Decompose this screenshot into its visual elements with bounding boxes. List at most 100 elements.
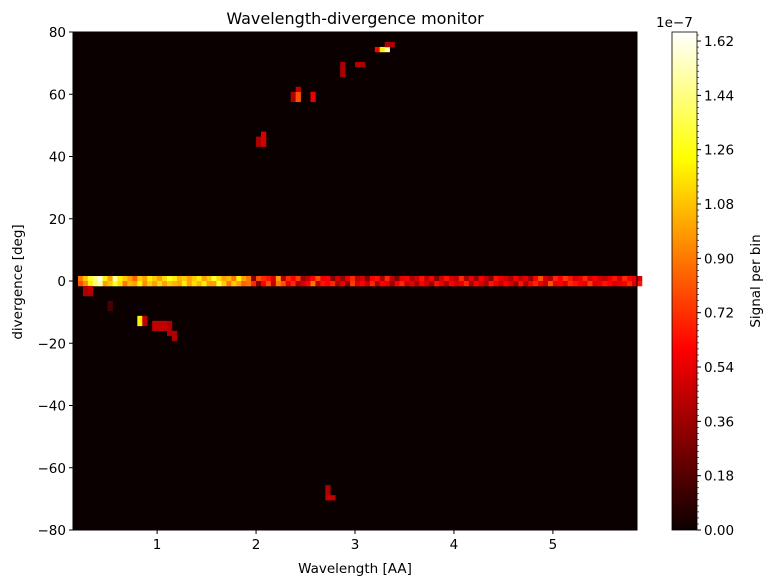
heatmap-cell — [453, 281, 460, 287]
heatmap-cell — [414, 276, 420, 282]
heatmap-cell — [290, 91, 296, 103]
heatmap-cell — [587, 276, 593, 282]
x-tick-label: 5 — [549, 537, 558, 553]
heatmap-cell — [379, 276, 385, 282]
heatmap-cell — [617, 281, 623, 287]
heatmap-cell — [513, 281, 519, 287]
heatmap-cell — [285, 281, 291, 287]
heatmap-cell — [241, 276, 247, 282]
heatmap-cell — [191, 281, 197, 287]
y-tick-label: 20 — [49, 212, 66, 228]
heatmap-cell — [424, 276, 430, 282]
heatmap-cell — [196, 276, 202, 282]
heatmap-cell — [528, 276, 534, 282]
heatmap-cell — [102, 281, 108, 287]
heatmap-cell — [355, 281, 361, 287]
heatmap-cell — [122, 281, 128, 287]
heatmap-cell — [384, 46, 390, 53]
heatmap-cell — [582, 281, 588, 287]
heatmap-cell — [330, 281, 336, 287]
chart-title: Wavelength-divergence monitor — [226, 9, 484, 28]
heatmap-cell — [142, 276, 148, 282]
heatmap-cell — [597, 281, 603, 287]
heatmap-cell — [632, 276, 638, 282]
heatmap-cell — [513, 276, 519, 282]
heatmap-cell — [147, 276, 153, 282]
heatmap-cell — [508, 281, 514, 287]
colorbar-tick-label: 1.44 — [704, 88, 734, 104]
heatmap-cell — [216, 281, 222, 287]
heatmap-cell — [622, 281, 628, 287]
heatmap-cell — [97, 276, 103, 282]
heatmap-cell — [127, 281, 133, 287]
heatmap-cell — [330, 276, 336, 282]
heatmap-cell — [181, 281, 188, 287]
heatmap-cell — [374, 276, 381, 282]
heatmap-cell — [562, 281, 569, 287]
heatmap-cell — [171, 281, 178, 287]
heatmap-cell — [533, 276, 539, 282]
heatmap-cell — [369, 276, 376, 282]
heatmap-cell — [92, 281, 99, 287]
x-axis-label: Wavelength [AA] — [298, 561, 412, 577]
heatmap-cell — [241, 281, 247, 287]
heatmap-cell — [290, 276, 296, 282]
heatmap-cell — [439, 281, 445, 287]
heatmap-cell — [295, 86, 301, 93]
heatmap-cell — [434, 276, 440, 282]
heatmap-cell — [152, 320, 168, 332]
heatmap-cell — [285, 276, 291, 282]
heatmap-cell — [533, 281, 539, 287]
heatmap-cell — [335, 276, 341, 282]
heatmap-cell — [137, 276, 143, 282]
x-tick-label: 1 — [153, 537, 162, 553]
heatmap-cell — [557, 276, 564, 282]
y-tick-label: −20 — [38, 336, 67, 352]
heatmap-cell — [419, 276, 425, 282]
heatmap-cell — [167, 276, 173, 282]
heatmap-cell — [612, 281, 618, 287]
heatmap-cell — [399, 281, 405, 287]
heatmap-cell — [265, 281, 272, 287]
heatmap-cell — [231, 276, 237, 282]
colorbar-tick-label: 0.54 — [704, 360, 734, 376]
heatmap-cell — [270, 281, 277, 287]
heatmap-cell — [359, 281, 366, 287]
heatmap-cell — [503, 281, 509, 287]
heatmap-cell — [157, 281, 163, 287]
heatmap-cell — [82, 276, 89, 282]
heatmap-cell — [429, 281, 435, 287]
heatmap-cell — [335, 281, 341, 287]
heatmap-cell — [102, 276, 108, 282]
heatmap-cell — [359, 276, 366, 282]
heatmap-cell — [602, 276, 608, 282]
heatmap-cell — [355, 61, 366, 68]
heatmap-cell — [320, 281, 326, 287]
heatmap-cell — [493, 276, 499, 282]
heatmap-cell — [127, 276, 133, 282]
heatmap-cell — [216, 276, 222, 282]
heatmap-cell — [592, 276, 598, 282]
heatmap-cell — [137, 315, 143, 327]
heatmap-cell — [374, 46, 381, 53]
heatmap-cell — [350, 281, 356, 287]
heatmap-cell — [325, 281, 331, 287]
colorbar-offset-text: 1e−7 — [656, 15, 693, 31]
heatmap-cell — [572, 276, 578, 282]
heatmap-cell — [364, 281, 371, 287]
heatmap-cell — [290, 281, 296, 287]
heatmap-cell — [300, 281, 306, 287]
heatmap-cell — [340, 61, 346, 78]
heatmap-cell — [87, 285, 94, 292]
heatmap-cell — [538, 276, 544, 282]
heatmap-cell — [181, 276, 188, 282]
heatmap-cell — [444, 276, 450, 282]
heatmap-cell — [261, 131, 267, 147]
heatmap-cell — [162, 276, 168, 282]
heatmap-cell — [265, 276, 272, 282]
heatmap-cell — [547, 276, 554, 282]
colorbar-tick-label: 0.18 — [704, 469, 734, 485]
heatmap-cell — [478, 276, 484, 282]
heatmap-cell — [320, 276, 326, 282]
